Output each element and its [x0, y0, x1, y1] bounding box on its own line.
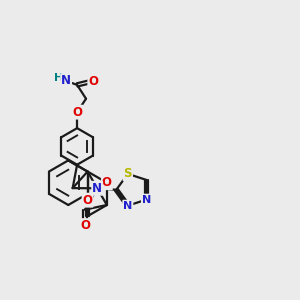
Text: O: O [88, 75, 98, 88]
Text: O: O [102, 176, 112, 189]
Text: N: N [92, 182, 102, 195]
Text: O: O [72, 106, 82, 118]
Text: O: O [82, 194, 93, 207]
Text: N: N [123, 201, 133, 211]
Text: O: O [80, 219, 90, 232]
Text: N: N [142, 195, 151, 205]
Text: N: N [61, 74, 71, 87]
Text: H: H [54, 73, 63, 82]
Text: S: S [124, 167, 132, 180]
